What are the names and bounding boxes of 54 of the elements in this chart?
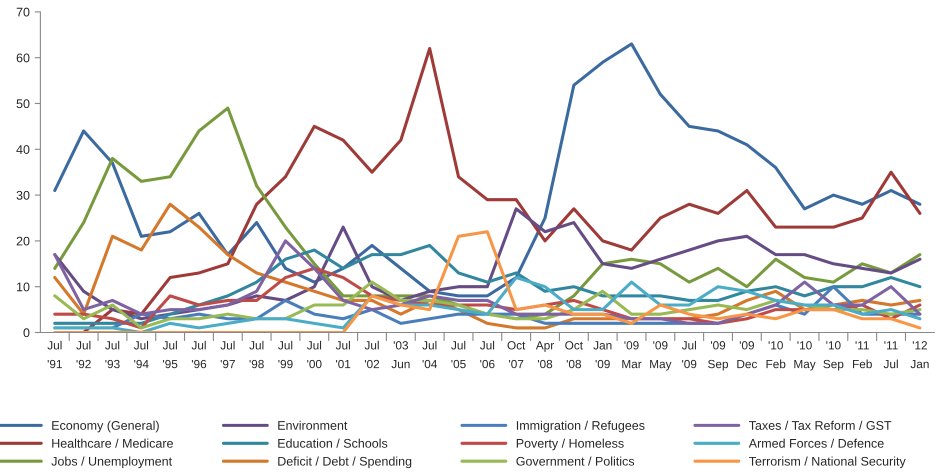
legend-label: Healthcare / Medicare: [52, 438, 173, 448]
x-tick-label: '09 Mar: [622, 341, 642, 368]
x-tick-label: Jul '09: [682, 340, 696, 368]
x-tick-label: '09 Sep: [708, 341, 728, 371]
x-tick-label: Jul '92: [76, 340, 91, 368]
y-tick-label: 50: [16, 99, 30, 108]
x-tick-label: '10 Sep: [823, 341, 844, 371]
y-tick-label: 40: [16, 145, 30, 154]
legend-label: Terrorism / National Security: [749, 456, 906, 468]
x-tick-label: '12 Jan: [910, 341, 929, 368]
y-tick-label: 20: [16, 236, 30, 246]
x-tick-label: Jul '01: [336, 340, 350, 368]
x-tick-label: '11 Jul: [884, 341, 898, 368]
y-tick-label: 10: [17, 282, 30, 292]
legend-label: Taxes / Tax Reform / GST: [749, 420, 892, 430]
x-tick-label: '10 May: [794, 341, 816, 371]
x-tick-label: Jul '91: [47, 340, 62, 368]
line-series: [82, 46, 922, 332]
x-tick-label: Jul '02: [364, 340, 380, 368]
line-series: [53, 230, 922, 332]
legend-label: Education / Schools: [278, 438, 388, 448]
legend-label: Poverty / Homeless: [516, 438, 624, 450]
x-tick-label: Jan '09: [593, 341, 612, 368]
legend-label: Jobs / Unemployment: [51, 456, 172, 468]
x-tick-label: Oct '07: [508, 341, 526, 368]
y-tick-label: 60: [16, 53, 30, 62]
x-tick-label: '09 Dec: [737, 341, 758, 368]
legend-label: Government / Politics: [516, 456, 634, 466]
x-tick-label: Jul '94: [134, 340, 149, 368]
legend-label: Armed Forces / Defence: [748, 438, 884, 448]
x-tick-label: Jul '04: [422, 340, 438, 368]
x-tick-label: Jul '96: [192, 340, 206, 368]
x-tick-label: Jul '06: [480, 340, 495, 368]
x-tick-label: Jul '95: [162, 340, 178, 368]
x-tick-label: Jul '97: [220, 340, 235, 368]
legend-label: Economy (General): [52, 420, 159, 432]
x-tick-label: '09 May: [650, 341, 672, 371]
legend-label: Deficit / Debt / Spending: [278, 456, 412, 468]
y-tick-label: 30: [16, 190, 30, 200]
x-tick-label: Jul '98: [249, 340, 264, 368]
x-tick-label: Apr '08: [536, 341, 554, 368]
line-series: [53, 42, 922, 298]
legend-label: Environment: [278, 420, 348, 430]
x-tick-label: Oct '08: [565, 341, 583, 368]
x-tick-label: '11 Feb: [853, 341, 872, 368]
y-tick-label: 0: [23, 328, 30, 338]
x-tick-label: Jul '00: [306, 340, 322, 368]
legend-label: Immigration / Refugees: [516, 420, 645, 432]
x-tick-label: '10 Feb: [766, 341, 786, 368]
x-tick-label: Jul '99: [278, 340, 293, 368]
x-tick-label: Jul '93: [105, 340, 120, 368]
x-tick-label: '03 Jun: [392, 341, 410, 368]
x-tick-label: Jul '05: [451, 340, 466, 368]
y-tick-label: 70: [16, 8, 30, 17]
